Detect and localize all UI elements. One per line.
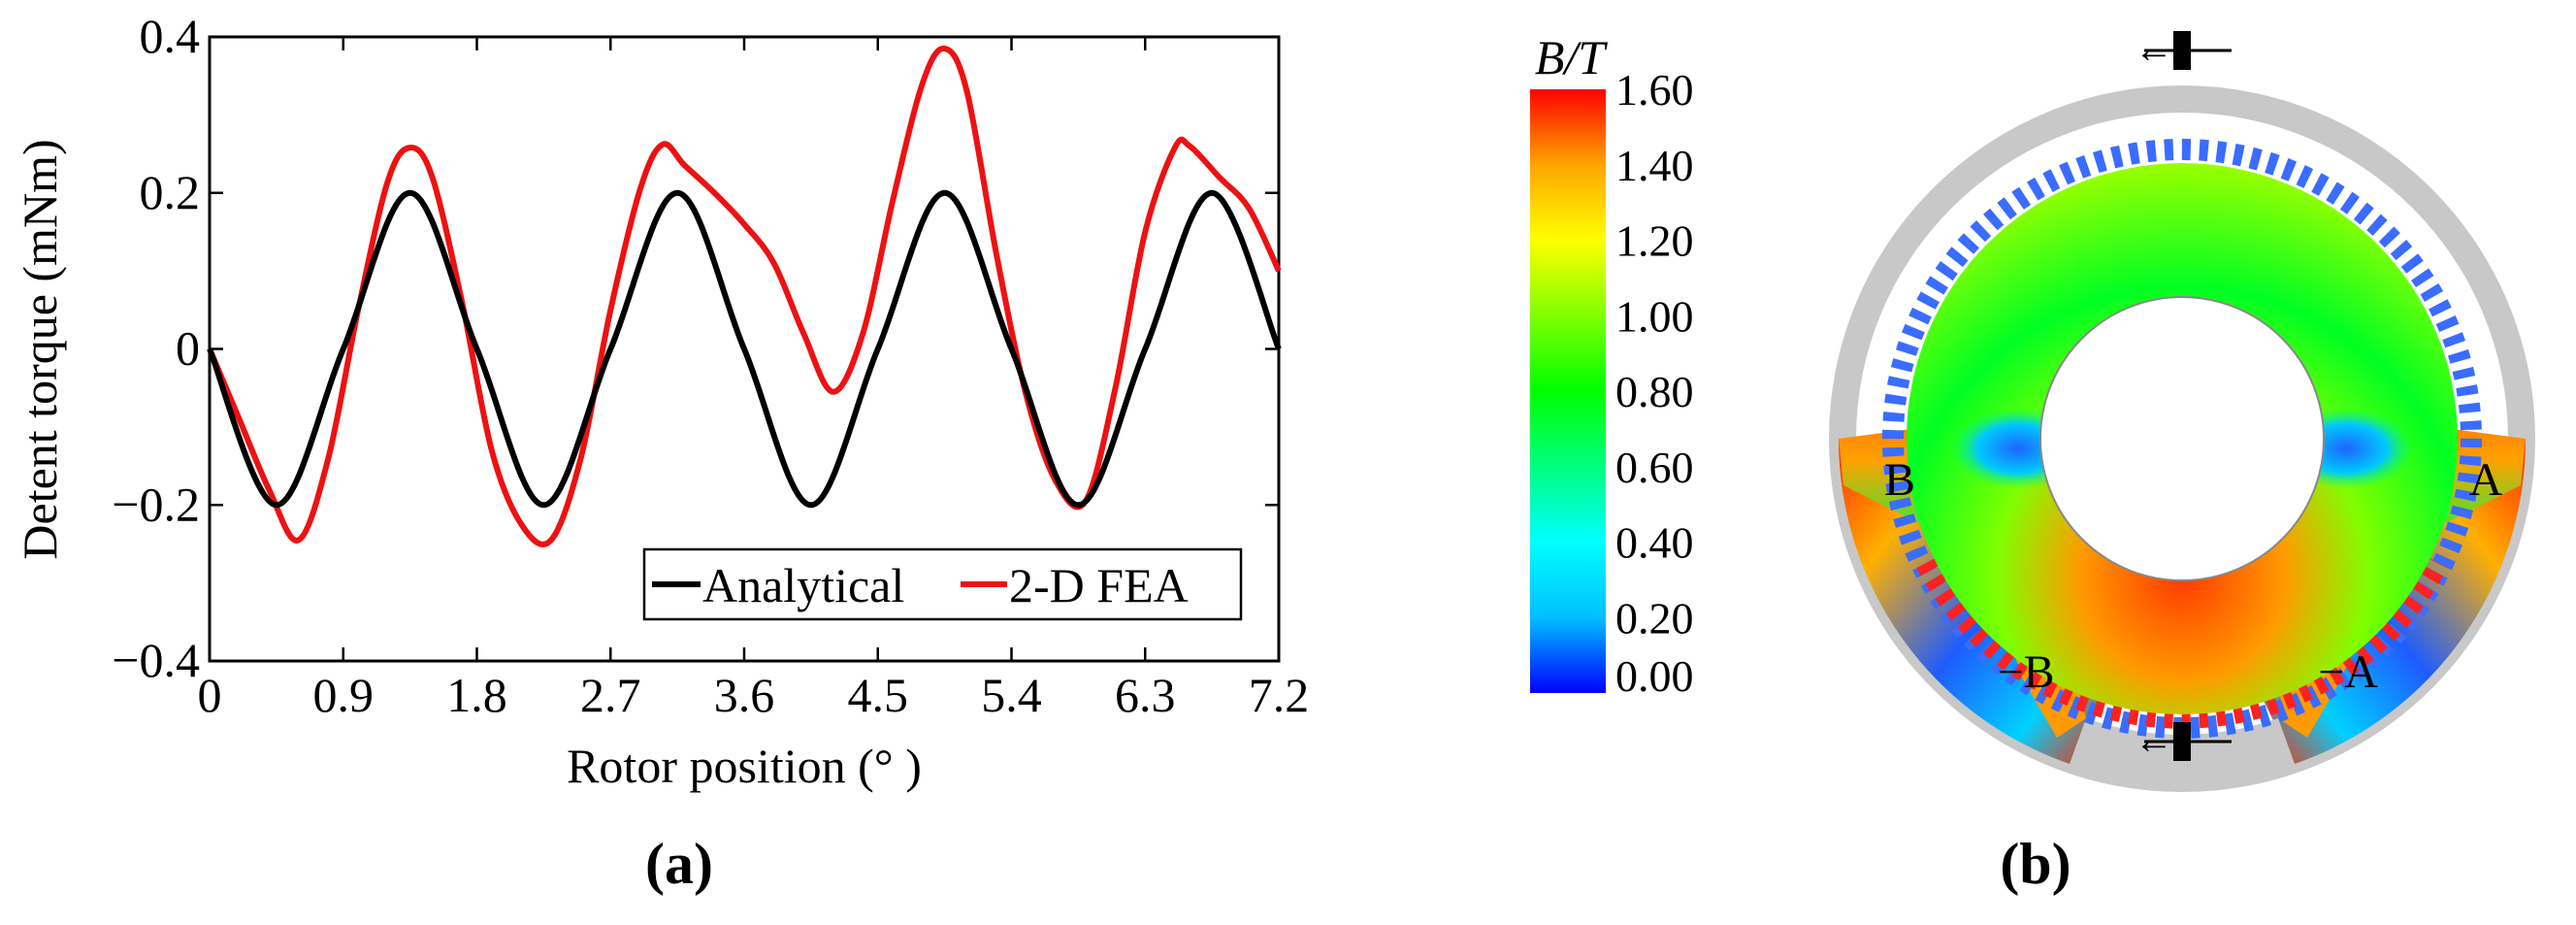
rotor-teeth xyxy=(1882,139,2482,739)
y-tick-label: −0.2 xyxy=(112,477,200,531)
series-lines xyxy=(207,46,1282,547)
series-line-fea xyxy=(207,46,1282,547)
x-tick-label: 1.8 xyxy=(446,668,507,722)
legend-label-analytical: Analytical xyxy=(702,558,904,612)
colorbar xyxy=(1530,89,1606,693)
y-tick-label: 0.4 xyxy=(140,9,201,63)
pole-label-B: B xyxy=(1884,454,1915,506)
x-axis-label: Rotor position (° ) xyxy=(567,739,922,793)
x-tick-label: 6.3 xyxy=(1115,668,1176,722)
magnet-bottom xyxy=(2144,722,2232,761)
pole-label-minus-B: −B xyxy=(1997,646,2054,698)
colorbar-tick-label: 0.20 xyxy=(1615,593,1694,643)
colorbar-tick-label: 1.60 xyxy=(1615,65,1694,115)
y-tick-label: −0.4 xyxy=(112,633,200,687)
flux-density-map: B/T 1.60 1.40 1.20 1.00 0.80 0.60 0.40 0.20 0.00 xyxy=(1530,27,2535,896)
y-tick-label: 0.2 xyxy=(140,165,201,219)
colorbar-tick-labels: 1.60 1.40 1.20 1.00 0.80 0.60 0.40 0.20 0.00 xyxy=(1615,65,1694,701)
legend: Analytical 2-D FEA xyxy=(642,547,1243,621)
x-tick-label: 0 xyxy=(198,668,222,722)
legend-label-fea: 2-D FEA xyxy=(1009,558,1189,612)
magnet-top-arrow-icon: ← xyxy=(2135,27,2173,71)
colorbar-title: B/T xyxy=(1535,30,1608,84)
panel-a-label: (a) xyxy=(645,832,713,896)
magnet-top xyxy=(2144,31,2232,70)
panel-b-label: (b) xyxy=(2000,832,2071,896)
pole-label-A: A xyxy=(2469,454,2503,506)
series-line-analytical xyxy=(207,189,1282,509)
legend-box xyxy=(642,547,1243,621)
pole-label-minus-A: −A xyxy=(2318,646,2378,698)
x-tick-label: 7.2 xyxy=(1249,668,1310,722)
colorbar-tick-label: 0.80 xyxy=(1615,367,1694,416)
x-tick-label: 2.7 xyxy=(580,668,641,722)
colorbar-tick-label: 0.60 xyxy=(1615,443,1694,492)
colorbar-tick-label: 1.20 xyxy=(1615,216,1694,266)
colorbar-tick-label: 1.40 xyxy=(1615,141,1694,190)
rotor-teeth-lower xyxy=(1916,557,2448,729)
colorbar-tick-label: 1.00 xyxy=(1615,291,1694,341)
rotor-bore xyxy=(2039,296,2325,581)
colorbar-tick-label: 0.40 xyxy=(1615,518,1694,568)
magnet-bottom-arrow-icon: ← xyxy=(2135,718,2173,762)
y-tick-label: 0 xyxy=(176,321,200,376)
x-tick-label: 4.5 xyxy=(848,668,909,722)
x-tick-label: 5.4 xyxy=(981,668,1042,722)
y-axis-label: Detent torque (mNm) xyxy=(13,139,67,559)
detent-torque-chart: 0 0.9 1.8 2.7 3.6 4.5 5.4 6.3 7.2 −0.4 −0.2 0 0.2 0.… xyxy=(13,9,1309,896)
colorbar-tick-label: 0.00 xyxy=(1615,651,1694,701)
y-tick-labels: −0.4 −0.2 0 0.2 0.4 xyxy=(112,9,200,687)
x-tick-label: 0.9 xyxy=(313,668,375,722)
x-tick-labels: 0 0.9 1.8 2.7 3.6 4.5 5.4 6.3 7.2 xyxy=(198,668,1310,722)
x-tick-label: 3.6 xyxy=(714,668,775,722)
